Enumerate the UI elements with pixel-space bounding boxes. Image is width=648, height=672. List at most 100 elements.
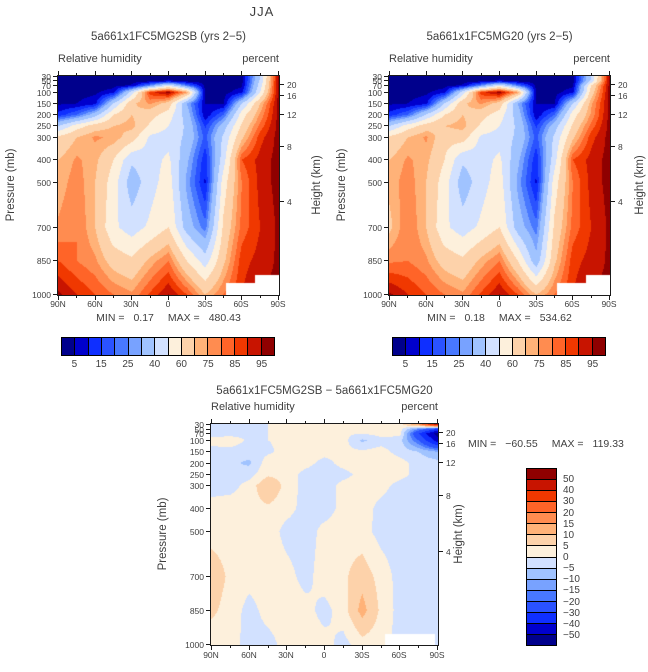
axis-tick xyxy=(499,296,500,300)
colorbar-segment xyxy=(418,337,433,356)
colorbar-segment xyxy=(525,337,540,356)
pressure-tick-label: 700 xyxy=(189,572,204,582)
axis-tick xyxy=(444,73,445,75)
pressure-tick-label: 250 xyxy=(367,121,382,131)
colorbar-segment xyxy=(61,337,76,356)
pressure-tick-label: 500 xyxy=(189,527,204,537)
axis-tick xyxy=(462,296,463,300)
lat-tick-label: 90S xyxy=(270,299,286,309)
axis-tick xyxy=(186,73,187,75)
colorbar-segment xyxy=(538,337,553,356)
panel3-title: 5a661x1FC5MG2SB − 5a661x1FC5MG20 xyxy=(216,385,433,397)
axis-tick xyxy=(572,296,573,300)
colorbar-segment xyxy=(511,337,527,356)
colorbar-tick-label: 20 xyxy=(563,507,575,519)
lat-tick-label: 30S xyxy=(354,650,370,660)
lat-tick-label: 90N xyxy=(203,650,219,660)
axis-tick xyxy=(280,95,284,96)
axis-tick xyxy=(131,71,132,75)
axis-tick xyxy=(439,432,443,433)
max-value: 119.33 xyxy=(592,438,624,450)
axis-tick xyxy=(407,73,408,75)
colorbar-tick-label: 5 xyxy=(71,359,78,370)
pressure-tick-label: 400 xyxy=(36,155,51,165)
axis-tick xyxy=(280,201,284,202)
axis-tick xyxy=(384,80,388,81)
height-tick-label: 8 xyxy=(287,142,292,152)
colorbar-segment xyxy=(140,337,156,356)
axis-tick xyxy=(407,296,408,298)
axis-tick xyxy=(444,296,445,298)
lat-tick-label: 30N xyxy=(278,650,294,660)
height-tick-label: 4 xyxy=(287,197,292,207)
panel2-title: 5a661x1FC5MG20 (yrs 2−5) xyxy=(426,31,573,43)
pressure-tick-label: 300 xyxy=(36,133,51,143)
axis-tick xyxy=(206,610,210,611)
axis-tick xyxy=(280,84,284,85)
axis-tick xyxy=(286,646,287,650)
axis-tick xyxy=(53,85,57,86)
axis-tick xyxy=(280,114,284,115)
panel2-subtitle-row: Relative humidity percent xyxy=(389,53,610,65)
colorbar-segment xyxy=(498,337,513,356)
axis-tick xyxy=(384,227,388,228)
colorbar-tick-label: 25 xyxy=(453,359,465,370)
panel2-variable-label: Relative humidity xyxy=(389,53,473,65)
lat-tick-label: 90S xyxy=(429,650,445,660)
axis-tick xyxy=(249,646,250,650)
axis-tick xyxy=(206,531,210,532)
panel1-colorbar xyxy=(61,337,275,356)
axis-tick xyxy=(426,296,427,300)
min-value: 0.17 xyxy=(133,312,154,324)
colorbar-segment xyxy=(220,337,236,356)
axis-tick xyxy=(384,85,388,86)
panel2-colorbar xyxy=(392,337,606,356)
colorbar-tick-label: 40 xyxy=(563,485,575,497)
axis-tick xyxy=(439,462,443,463)
axis-tick xyxy=(305,421,306,423)
axis-tick xyxy=(168,71,169,75)
pressure-tick-label: 250 xyxy=(36,121,51,131)
pressure-tick-label: 1000 xyxy=(363,290,382,300)
axis-tick xyxy=(206,451,210,452)
lat-tick-label: 60N xyxy=(241,650,257,660)
axis-tick xyxy=(278,71,279,75)
axis-tick xyxy=(53,80,57,81)
pressure-tick-label: 300 xyxy=(189,481,204,491)
axis-tick xyxy=(76,73,77,75)
panel1-subtitle-row: Relative humidity percent xyxy=(58,53,279,65)
axis-tick xyxy=(206,508,210,509)
panel3-variable-label: Relative humidity xyxy=(211,401,295,413)
min-value: 0.18 xyxy=(464,312,485,324)
colorbar-segment xyxy=(247,337,262,356)
pressure-tick-label: 400 xyxy=(367,155,382,165)
height-tick-label: 8 xyxy=(446,491,451,501)
colorbar-tick-label: 25 xyxy=(122,359,134,370)
colorbar-tick-label: 30 xyxy=(563,496,575,508)
colorbar-tick-label: 95 xyxy=(587,359,599,370)
pressure-tick-label: 400 xyxy=(189,504,204,514)
lat-tick-label: 30S xyxy=(197,299,213,309)
colorbar-tick-label: 95 xyxy=(256,359,268,370)
axis-tick xyxy=(131,296,132,300)
axis-tick xyxy=(591,73,592,75)
contour-field-canvas xyxy=(58,76,279,295)
axis-tick xyxy=(53,294,57,295)
axis-tick xyxy=(268,421,269,423)
pressure-tick-label: 70 xyxy=(194,429,204,439)
max-label: MAX = xyxy=(551,438,584,450)
min-label: MIN = xyxy=(427,312,456,324)
pressure-tick-label: 100 xyxy=(189,436,204,446)
axis-tick xyxy=(499,71,500,75)
axis-tick xyxy=(462,71,463,75)
colorbar-segment xyxy=(591,337,606,356)
axis-tick xyxy=(206,433,210,434)
colorbar-segment xyxy=(127,337,142,356)
axis-tick xyxy=(572,71,573,75)
pressure-tick-label: 70 xyxy=(372,81,382,91)
height-tick-label: 20 xyxy=(287,80,297,90)
colorbar-segment xyxy=(471,337,487,356)
axis-tick xyxy=(206,644,210,645)
max-value: 534.62 xyxy=(539,312,572,324)
axis-tick xyxy=(53,137,57,138)
